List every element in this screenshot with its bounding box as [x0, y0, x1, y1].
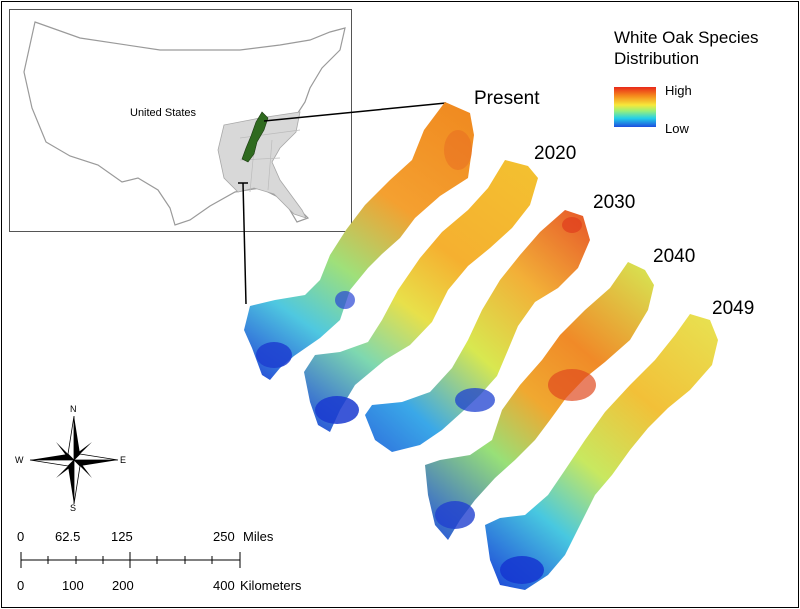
- map-2020: [304, 160, 538, 432]
- compass-e: E: [120, 455, 127, 465]
- scale-km-unit: Kilometers: [240, 578, 302, 593]
- scale-km-400: 400: [213, 578, 235, 593]
- scale-miles-0: 0: [17, 529, 25, 544]
- study-area-highlight: [241, 111, 269, 163]
- map-2040: [425, 262, 654, 540]
- leader-line-bottom: [242, 182, 247, 305]
- legend-low-label: Low: [665, 121, 689, 136]
- scale-km-100: 100: [62, 578, 84, 593]
- year-label-2020: 2020: [534, 143, 577, 164]
- year-label-2030: 2030: [593, 192, 636, 213]
- leader-line-top: [263, 102, 447, 122]
- north-arrow-compass: [29, 415, 119, 505]
- scale-miles-62: 62.5: [55, 529, 81, 544]
- inset-country-label: United States: [130, 107, 197, 119]
- scale-miles-125: 125: [111, 529, 133, 544]
- map-2049: [485, 314, 718, 590]
- scale-km-0: 0: [17, 578, 25, 593]
- compass-n: N: [70, 404, 77, 414]
- legend-color-ramp: [614, 87, 656, 127]
- us-outline: [23, 21, 346, 226]
- scale-km-200: 200: [112, 578, 134, 593]
- scale-bar: [20, 552, 241, 568]
- map-present: [244, 102, 474, 380]
- year-label-2049: 2049: [712, 298, 755, 319]
- scale-miles-unit: Miles: [243, 529, 274, 544]
- legend-high-label: High: [665, 83, 692, 98]
- inset-map: United States: [9, 9, 352, 232]
- scale-miles-250: 250: [213, 529, 235, 544]
- compass-w: W: [15, 455, 24, 465]
- year-label-present: Present: [474, 88, 540, 109]
- map-2030: [365, 210, 590, 452]
- legend-title: White Oak Species Distribution: [614, 28, 759, 68]
- year-label-2040: 2040: [653, 246, 696, 267]
- compass-s: S: [70, 503, 77, 513]
